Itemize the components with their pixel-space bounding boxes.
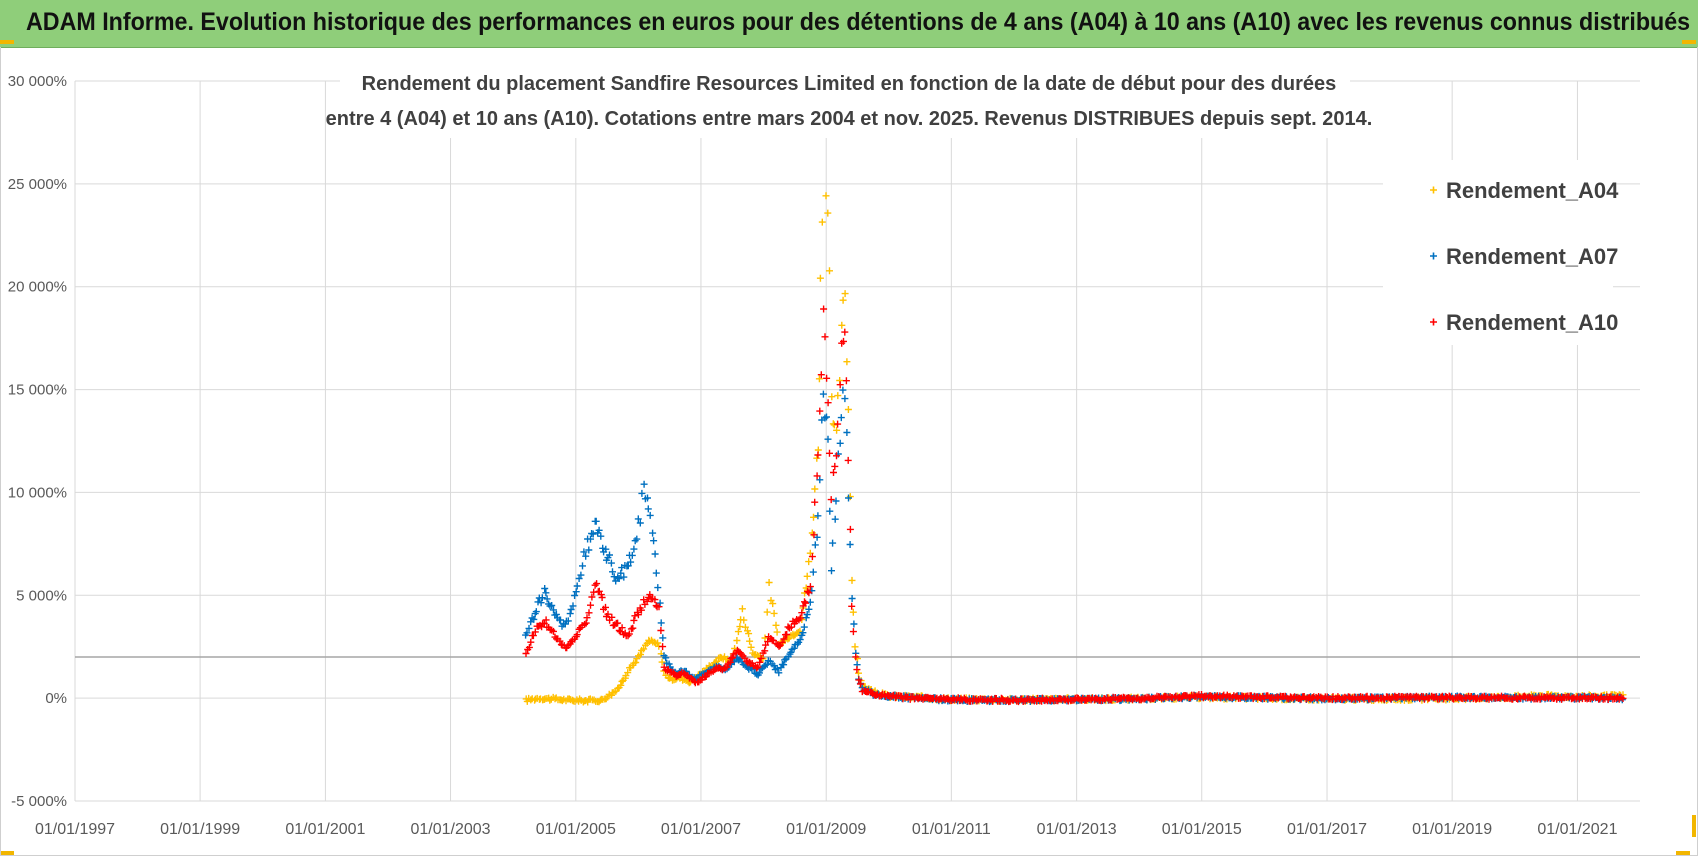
- legend-marker: [1430, 186, 1437, 194]
- series-markers-rendement_a10: [522, 305, 1627, 706]
- y-tick-label: 0%: [45, 690, 67, 707]
- corner-accent: [0, 851, 14, 855]
- x-axis-ticks: 01/01/1997 01/01/1999 01/01/2001 01/01/2003…: [35, 821, 1618, 838]
- x-tick-label: 01/01/1997: [35, 821, 115, 838]
- data-points: [522, 114, 1627, 706]
- legend-background: [1383, 160, 1613, 345]
- y-tick-label: 20 000%: [8, 279, 67, 296]
- x-tick-label: 01/01/2021: [1537, 821, 1617, 838]
- legend-label: Rendement_A04: [1446, 178, 1619, 203]
- title-banner: ADAM Informe. Evolution historique des p…: [0, 0, 1698, 48]
- x-tick-label: 01/01/2011: [912, 821, 991, 838]
- x-tick-label: 01/01/2015: [1162, 821, 1242, 838]
- chart-title-line: entre 4 (A04) et 10 ans (A10). Cotations…: [326, 108, 1373, 130]
- x-tick-label: 01/01/1999: [160, 821, 240, 838]
- y-tick-label: 25 000%: [8, 176, 67, 193]
- x-tick-label: 01/01/2019: [1412, 821, 1492, 838]
- x-tick-label: 01/01/2017: [1287, 821, 1367, 838]
- legend-marker: [1430, 318, 1437, 326]
- y-tick-label: 15 000%: [8, 382, 67, 399]
- x-tick-label: 01/01/2001: [285, 821, 365, 838]
- x-tick-label: 01/01/2005: [536, 821, 616, 838]
- legend: Rendement_A04 Rendement_A07 Rendement_A10: [1383, 160, 1619, 345]
- x-tick-label: 01/01/2007: [661, 821, 741, 838]
- x-tick-label: 01/01/2003: [410, 821, 490, 838]
- corner-accent: [0, 40, 14, 44]
- y-tick-label: 30 000%: [8, 73, 67, 90]
- y-axis-ticks: -5 000% 0% 5 000% 10 000% 15 000% 20 000% 25 0…: [8, 73, 67, 810]
- y-tick-label: 5 000%: [16, 587, 67, 604]
- legend-marker: [1430, 252, 1437, 260]
- chart-title-line: Rendement du placement Sandfire Resource…: [362, 73, 1337, 95]
- corner-accent: [1676, 851, 1690, 855]
- y-tick-label: 10 000%: [8, 484, 67, 501]
- corner-accent: [1682, 40, 1696, 44]
- legend-label: Rendement_A10: [1446, 310, 1618, 335]
- legend-label: Rendement_A07: [1446, 244, 1618, 269]
- x-tick-label: 01/01/2009: [786, 821, 866, 838]
- chart-title: Rendement du placement Sandfire Resource…: [326, 68, 1373, 138]
- banner-title: ADAM Informe. Evolution historique des p…: [26, 8, 1691, 36]
- x-tick-label: 01/01/2013: [1037, 821, 1117, 838]
- y-tick-label: -5 000%: [11, 793, 67, 810]
- corner-accent: [1692, 815, 1696, 837]
- chart-title-background: [340, 68, 1350, 138]
